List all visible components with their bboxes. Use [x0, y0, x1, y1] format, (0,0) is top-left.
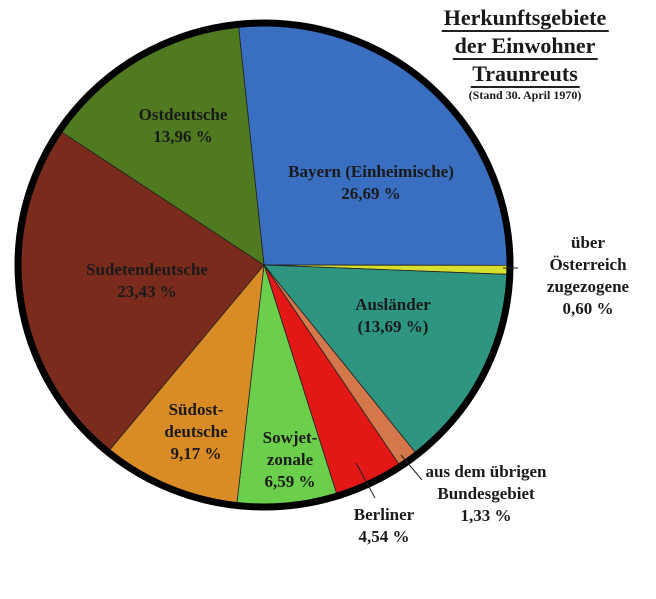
label-text: Bayern (Einheimische) — [288, 162, 454, 181]
label-text: Ostdeutsche — [138, 105, 228, 124]
label-text: Bundesgebiet — [437, 484, 535, 503]
title-line-2: der Einwohner — [452, 33, 598, 60]
leader-line-berliner — [355, 462, 376, 499]
label-sudetendeutsche: Sudetendeutsche 23,43 % — [86, 259, 208, 303]
title-line-1: Herkunftsgebiete — [441, 5, 609, 32]
leader-line-bundesgebiet — [400, 454, 423, 481]
label-value: 9,17 % — [170, 444, 222, 463]
label-value: (13,69 %) — [357, 317, 429, 336]
label-ostdeutsche: Ostdeutsche 13,96 % — [139, 104, 228, 148]
label-text: Ausländer — [355, 295, 431, 314]
label-value: 23,43 % — [117, 282, 177, 301]
label-text: Berliner — [353, 505, 415, 524]
label-text: Sudetendeutsche — [86, 260, 208, 279]
label-text: Südost- — [168, 400, 224, 419]
label-suedostdeutsche: Südost- deutsche 9,17 % — [164, 399, 227, 465]
label-text: aus dem übrigen — [425, 462, 547, 481]
label-bayern: Bayern (Einheimische) 26,69 % — [288, 161, 454, 205]
label-text: Sowjet- — [262, 428, 318, 447]
label-auslaender: Ausländer (13,69 %) — [355, 294, 431, 338]
label-value: 13,96 % — [153, 127, 213, 146]
label-text: zugezogene — [546, 277, 630, 296]
label-text: über — [570, 233, 605, 252]
label-text: Österreich — [549, 255, 627, 274]
label-sowjetzonale: Sowjet- zonale 6,59 % — [263, 427, 318, 493]
label-value: 0,60 % — [562, 299, 614, 318]
label-value: 1,33 % — [460, 506, 512, 525]
label-value: 4,54 % — [358, 527, 410, 546]
chart-subtitle: (Stand 30. April 1970) — [468, 88, 582, 102]
label-bundesgebiet: aus dem übrigen Bundesgebiet 1,33 % — [426, 461, 547, 527]
pie-border — [14, 19, 514, 511]
label-value: 26,69 % — [341, 184, 401, 203]
label-text: zonale — [266, 450, 314, 469]
chart-title: Herkunftsgebiete der Einwohner Traunreut… — [441, 4, 609, 102]
label-berliner: Berliner 4,54 % — [354, 504, 414, 548]
title-line-3: Traunreuts — [470, 61, 580, 88]
label-text: deutsche — [164, 422, 228, 441]
label-oesterreich: über Österreich zugezogene 0,60 % — [547, 232, 629, 320]
label-value: 6,59 % — [264, 472, 316, 491]
